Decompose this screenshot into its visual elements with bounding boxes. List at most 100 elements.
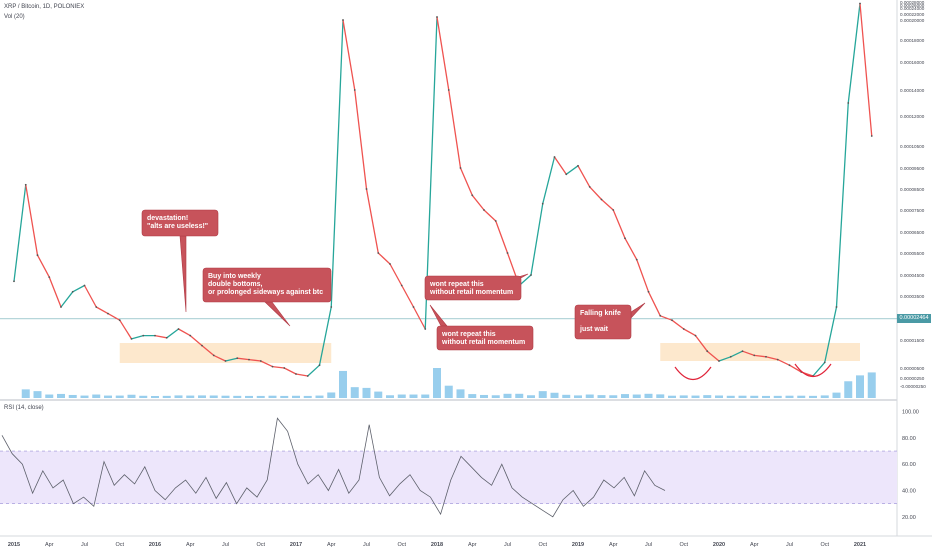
price-tick-label: 0.00000500 [900, 366, 925, 371]
callout-text: double bottoms, [208, 281, 262, 288]
volume-bar [68, 394, 77, 398]
volume-bar [856, 375, 864, 398]
price-segment [565, 165, 579, 175]
price-point [412, 306, 415, 308]
price-segment [295, 373, 309, 377]
volume-bar [386, 395, 394, 398]
price-tick-label: 0.00001500 [900, 338, 925, 343]
price-segment [389, 263, 403, 287]
price-point [224, 360, 227, 362]
price-segment [812, 361, 826, 377]
price-segment [753, 354, 767, 358]
price-point [330, 306, 333, 308]
callout-text: without retail momentum [429, 289, 513, 296]
price-segment [224, 357, 238, 362]
volume-bar [33, 391, 42, 398]
volume-bar [715, 395, 723, 398]
volume-bar [797, 395, 806, 398]
price-point [729, 355, 732, 358]
price-segment [718, 356, 732, 362]
price-point [130, 338, 133, 340]
volume-bar [151, 396, 159, 398]
callout-box-wont-repeat-2 [436, 325, 534, 351]
price-point [389, 263, 391, 265]
price-point [107, 312, 109, 315]
volume-bar [139, 395, 148, 398]
price-segment [377, 252, 391, 265]
rsi-tick-label: 20.00 [902, 515, 916, 521]
price-point [342, 19, 344, 21]
price-segment [730, 350, 744, 358]
price-point [671, 319, 673, 322]
volume-bar [104, 395, 112, 398]
volume-bar [750, 395, 759, 398]
time-tick-label: 2018 [431, 542, 443, 548]
volume-bar [115, 395, 124, 398]
callout-text: without retail momentum [441, 339, 525, 346]
volume-bar [245, 395, 253, 398]
time-tick-label: 2016 [149, 542, 161, 548]
time-tick-label: Oct [538, 542, 547, 548]
volume-legend: Vol (20) [4, 14, 25, 20]
callout-text: Buy into weekly [208, 273, 261, 280]
volume-bar [527, 395, 535, 398]
price-point [283, 367, 286, 369]
time-tick-label: Apr [327, 542, 336, 548]
volume-bar [256, 395, 265, 398]
price-tick-label: 0.00008500 [900, 187, 925, 192]
time-tick-label: 2020 [713, 542, 725, 548]
price-segment [154, 334, 168, 339]
volume-bar [785, 395, 794, 398]
volume-bar [350, 387, 359, 398]
volume-bar [867, 372, 876, 398]
current-price-tag[interactable]: 0.00002464 [897, 314, 931, 323]
rsi-tick-label: 40.00 [902, 489, 916, 495]
price-point [212, 354, 215, 357]
price-point [365, 188, 368, 190]
price-segment [283, 367, 297, 375]
price-tick-label: 0.00024000 [900, 6, 925, 11]
price-segment [177, 328, 191, 337]
double-bottom-arc-2 [794, 363, 832, 378]
price-segment [612, 209, 626, 239]
volume-bar [632, 394, 641, 398]
price-point [60, 306, 62, 308]
volume-bar [362, 387, 371, 398]
price-tick-label: 0.00016000 [900, 60, 925, 65]
price-point [236, 357, 239, 360]
volume-bar [621, 394, 629, 398]
price-segment [471, 194, 485, 211]
price-segment [624, 237, 638, 261]
volume-bar [339, 370, 347, 398]
price-point [823, 361, 826, 364]
price-point [48, 276, 51, 278]
price-point [647, 290, 650, 293]
price-segment [13, 184, 27, 282]
price-segment [436, 16, 450, 91]
price-point [835, 306, 838, 308]
accumulation-zone-2016 [119, 343, 332, 363]
price-point [471, 194, 474, 197]
callout-text: "alts are useless!" [147, 223, 208, 230]
price-segment [706, 350, 720, 362]
price-segment [25, 184, 39, 256]
price-segment [636, 258, 650, 293]
price-point [600, 198, 603, 201]
volume-bar [609, 395, 618, 398]
price-point [765, 355, 767, 358]
price-tick-label: 0.00000250 [900, 376, 925, 381]
price-point [718, 360, 720, 362]
price-point [847, 102, 850, 104]
volume-bar [574, 395, 582, 398]
price-point [694, 334, 697, 337]
price-point [494, 220, 497, 222]
price-point [588, 186, 591, 188]
time-tick-label: Oct [256, 542, 265, 548]
volume-bar [691, 395, 700, 398]
time-tick-label: Oct [397, 542, 406, 548]
price-series [13, 2, 873, 377]
rsi-axis-labels: 100.00 80.00 60.00 40.00 20.00 [902, 410, 919, 521]
price-tick-label: 0.00006500 [900, 230, 925, 235]
volume-bar [198, 395, 206, 398]
